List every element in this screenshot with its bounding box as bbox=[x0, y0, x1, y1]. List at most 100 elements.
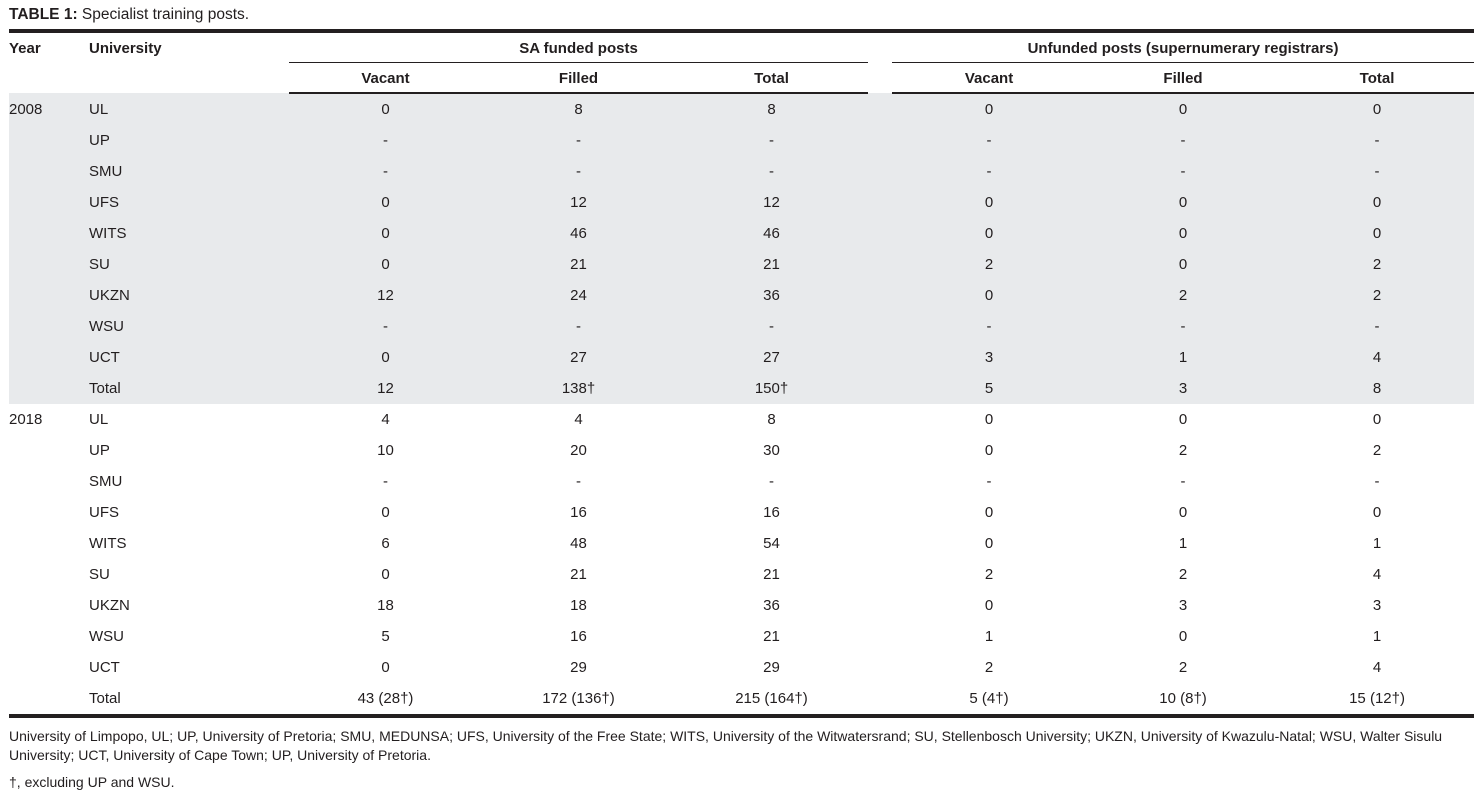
spacer-cell bbox=[868, 435, 892, 466]
value-cell: - bbox=[1180, 132, 1186, 149]
year-cell bbox=[9, 156, 89, 187]
table-caption-text: Specialist training posts. bbox=[81, 6, 250, 23]
spacer-cell bbox=[868, 404, 892, 435]
value-cell: 0 bbox=[1178, 256, 1188, 273]
value-cell: - bbox=[576, 132, 581, 149]
value-cell: 0 bbox=[1372, 194, 1382, 211]
table-row: Total 43 (28†) 172 (136†) 215 (164†) 5 (4†) 1… bbox=[9, 683, 1474, 716]
value-cell: 46 bbox=[570, 225, 587, 242]
university-cell: UL bbox=[89, 411, 109, 428]
year-cell bbox=[9, 621, 89, 652]
spacer-cell bbox=[868, 93, 892, 125]
year-cell bbox=[9, 435, 89, 466]
value-cell: 8 bbox=[767, 411, 776, 428]
year-cell bbox=[9, 249, 89, 280]
value-cell: 0 bbox=[1372, 225, 1382, 242]
value-cell: 0 bbox=[1372, 504, 1382, 521]
university-cell: WSU bbox=[89, 318, 124, 335]
spacer-cell bbox=[868, 497, 892, 528]
value-cell: 0 bbox=[984, 442, 994, 459]
table-row: 2008 UL 0 8 8 0 0 0 bbox=[9, 93, 1475, 125]
value-cell: 36 bbox=[763, 287, 780, 304]
year-cell bbox=[9, 125, 89, 156]
value-cell: - bbox=[986, 132, 992, 149]
value-cell: - bbox=[576, 318, 581, 335]
value-cell: 2 bbox=[984, 256, 994, 273]
table-row: UP 10 20 30 0 2 2 bbox=[9, 435, 1474, 466]
spacer-cell bbox=[868, 373, 892, 404]
university-cell: UP bbox=[89, 442, 110, 459]
value-cell: 0 bbox=[984, 101, 994, 118]
university-cell: UCT bbox=[89, 659, 120, 676]
group-header-unfunded: Unfunded posts (supernumerary registrars… bbox=[892, 31, 1475, 64]
university-cell: WITS bbox=[89, 535, 127, 552]
value-cell: 0 bbox=[1178, 194, 1188, 211]
value-cell: 12 bbox=[763, 194, 780, 211]
university-cell: SU bbox=[89, 566, 110, 583]
value-cell: 0 bbox=[1178, 504, 1188, 521]
value-cell: - bbox=[1180, 318, 1186, 335]
value-cell: - bbox=[769, 473, 774, 490]
spacer-cell bbox=[868, 590, 892, 621]
group-header-unfunded-label: Unfunded posts (supernumerary registrars… bbox=[892, 33, 1475, 63]
table-row: Total 12 138† 150† 5 3 8 bbox=[9, 373, 1475, 404]
column-header-year: Year bbox=[9, 40, 41, 57]
value-cell: 1 bbox=[1372, 628, 1382, 645]
value-cell: 12 bbox=[377, 380, 394, 397]
value-cell: 4 bbox=[1372, 659, 1382, 676]
university-cell: WITS bbox=[89, 225, 127, 242]
value-cell: 0 bbox=[984, 225, 994, 242]
spacer-cell bbox=[868, 342, 892, 373]
value-cell: 0 bbox=[1372, 101, 1382, 118]
value-cell: - bbox=[383, 318, 388, 335]
value-cell: 0 bbox=[1178, 101, 1188, 118]
column-header-sa-vacant: Vacant bbox=[289, 64, 482, 94]
university-cell: UFS bbox=[89, 504, 119, 521]
year-cell: 2018 bbox=[9, 411, 43, 428]
university-cell: UP bbox=[89, 132, 110, 149]
spacer-cell bbox=[868, 652, 892, 683]
column-header-sa-total: Total bbox=[675, 64, 869, 94]
value-cell: 8 bbox=[1372, 380, 1382, 397]
group-header-sa-funded-label: SA funded posts bbox=[289, 33, 869, 63]
year-cell bbox=[9, 218, 89, 249]
value-cell: 0 bbox=[381, 659, 390, 676]
spacer-cell bbox=[868, 528, 892, 559]
value-cell: 0 bbox=[1178, 628, 1188, 645]
value-cell: 3 bbox=[1178, 597, 1188, 614]
table-row: UCT 0 29 29 2 2 4 bbox=[9, 652, 1474, 683]
value-cell: 150† bbox=[754, 380, 789, 397]
column-header-sa-filled: Filled bbox=[482, 64, 675, 94]
table-row: SMU - - - - - - bbox=[9, 156, 1475, 187]
value-cell: - bbox=[986, 163, 992, 180]
value-cell: 5 bbox=[381, 628, 390, 645]
spacer-cell bbox=[868, 156, 892, 187]
year-cell bbox=[9, 311, 89, 342]
year-cell bbox=[9, 683, 89, 716]
value-cell: 16 bbox=[763, 504, 780, 521]
specialist-training-posts-table: Year University SA funded posts Unfunded… bbox=[9, 29, 1475, 718]
table-row: SU 0 21 21 2 2 4 bbox=[9, 559, 1474, 590]
value-cell: 46 bbox=[763, 225, 780, 242]
value-cell: 8 bbox=[767, 101, 776, 118]
table-row: UFS 0 16 16 0 0 0 bbox=[9, 497, 1474, 528]
value-cell: 8 bbox=[574, 101, 583, 118]
value-cell: - bbox=[1374, 132, 1380, 149]
university-cell: Total bbox=[89, 690, 121, 707]
value-cell: 5 bbox=[984, 380, 994, 397]
value-cell: 5 (4†) bbox=[969, 690, 1009, 707]
university-cell: UL bbox=[89, 100, 109, 118]
value-cell: 30 bbox=[763, 442, 780, 459]
university-cell: UKZN bbox=[89, 597, 130, 614]
value-cell: 24 bbox=[570, 287, 587, 304]
value-cell: 21 bbox=[570, 566, 587, 583]
value-cell: 2 bbox=[1178, 287, 1188, 304]
value-cell: 10 (8†) bbox=[1159, 690, 1207, 707]
value-cell: - bbox=[769, 318, 774, 335]
value-cell: 2 bbox=[1178, 566, 1188, 583]
value-cell: 29 bbox=[570, 659, 587, 676]
spacer-cell bbox=[868, 187, 892, 218]
value-cell: 0 bbox=[381, 194, 390, 211]
value-cell: 0 bbox=[984, 194, 994, 211]
value-cell: 3 bbox=[1372, 597, 1382, 614]
